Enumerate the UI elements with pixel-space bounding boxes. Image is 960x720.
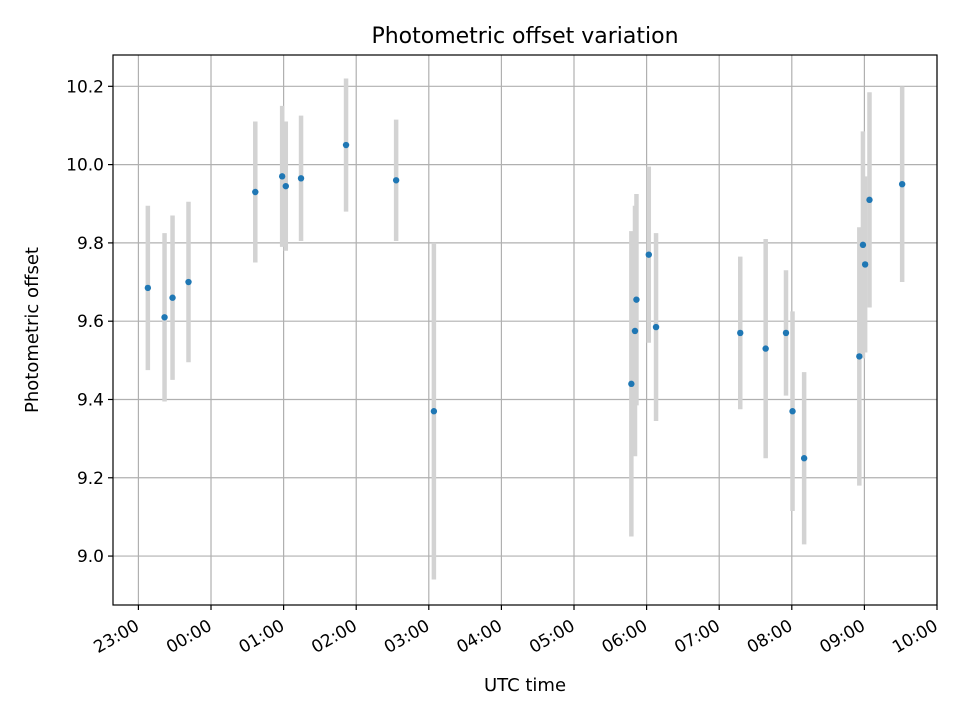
data-point: [392, 177, 400, 184]
y-tick-label: 9.0: [77, 547, 104, 567]
y-tick-label: 9.6: [77, 312, 104, 332]
data-point: [342, 141, 350, 149]
data-point: [782, 329, 790, 337]
data-point: [859, 241, 867, 249]
data-point: [628, 380, 635, 388]
chart-title: Photometric offset variation: [371, 24, 678, 49]
data-point: [278, 173, 286, 180]
data-point: [144, 284, 152, 292]
data-point: [185, 278, 192, 286]
data-point: [789, 408, 796, 415]
data-point: [252, 188, 259, 196]
y-tick-label: 9.8: [77, 234, 104, 254]
data-point: [430, 408, 438, 415]
y-tick-label: 9.4: [77, 390, 104, 410]
y-tick-label: 10.0: [66, 156, 104, 176]
data-point: [861, 261, 869, 268]
data-point: [800, 455, 808, 462]
data-points: [144, 141, 906, 462]
data-point: [866, 196, 873, 204]
data-point: [631, 327, 639, 335]
x-axis-label: UTC time: [484, 675, 566, 696]
data-point: [645, 251, 652, 258]
data-point: [633, 296, 640, 303]
y-axis-label: Photometric offset: [22, 247, 43, 413]
data-point: [762, 345, 769, 352]
data-point: [297, 175, 305, 182]
y-tick-label: 10.2: [66, 77, 104, 97]
data-point: [161, 314, 168, 321]
y-axis-ticks: 9.0 9.2 9.4 9.6 9.8 10.0 10.2: [66, 77, 113, 567]
data-point: [737, 329, 744, 337]
data-point: [856, 353, 863, 360]
data-point: [282, 182, 289, 190]
plot-frame: [112, 54, 938, 606]
data-point: [169, 294, 176, 301]
y-tick-label: 9.2: [77, 469, 104, 489]
data-point: [898, 180, 906, 188]
data-point: [652, 323, 660, 331]
